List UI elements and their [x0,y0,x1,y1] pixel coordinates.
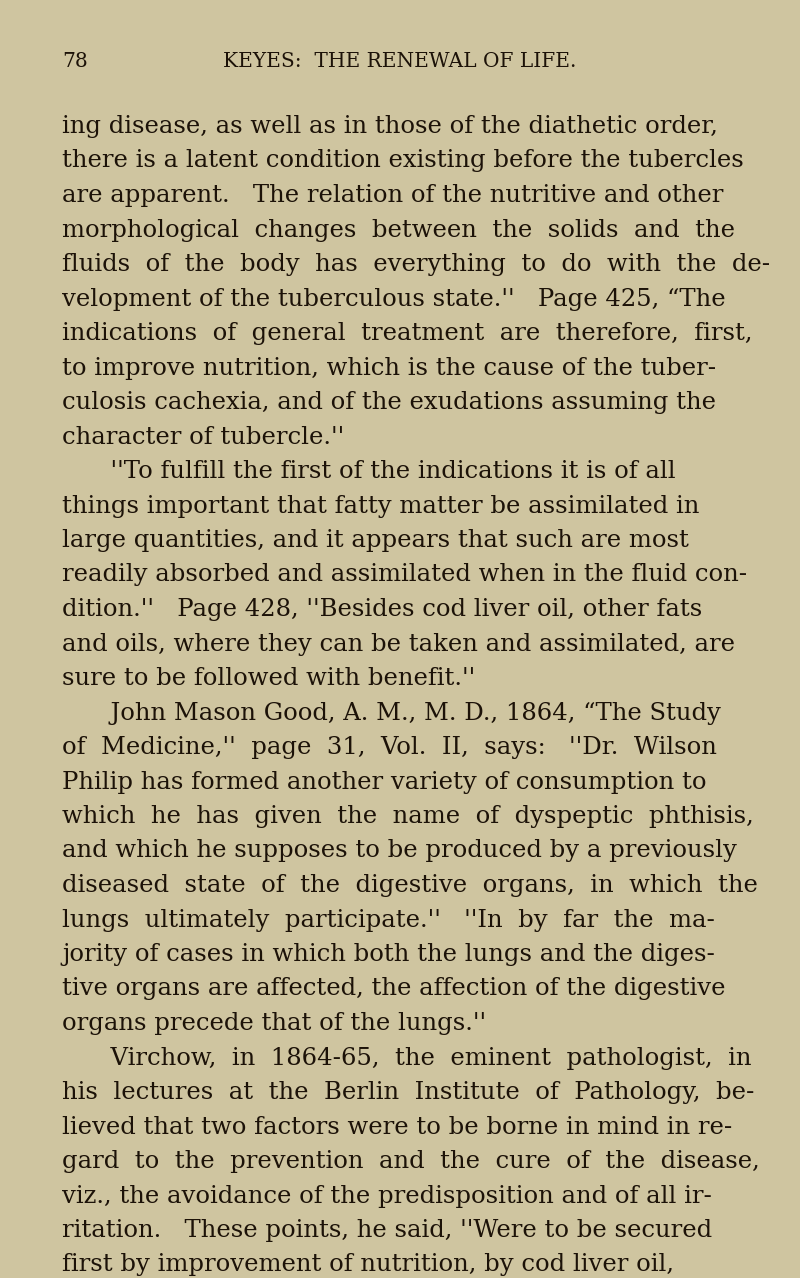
Text: there is a latent condition existing before the tubercles: there is a latent condition existing bef… [62,150,744,173]
Text: indications  of  general  treatment  are  therefore,  first,: indications of general treatment are the… [62,322,753,345]
Text: large quantities, and it appears that such are most: large quantities, and it appears that su… [62,529,689,552]
Text: velopment of the tuberculous state.''   Page 425, “The: velopment of the tuberculous state.'' Pa… [62,288,726,311]
Text: his  lectures  at  the  Berlin  Institute  of  Pathology,  be-: his lectures at the Berlin Institute of … [62,1081,754,1104]
Text: diseased  state  of  the  digestive  organs,  in  which  the: diseased state of the digestive organs, … [62,874,758,897]
Text: readily absorbed and assimilated when in the fluid con-: readily absorbed and assimilated when in… [62,564,747,587]
Text: first by improvement of nutrition, by cod liver oil,: first by improvement of nutrition, by co… [62,1254,674,1277]
Text: and oils, where they can be taken and assimilated, are: and oils, where they can be taken and as… [62,633,735,656]
Text: character of tubercle.'': character of tubercle.'' [62,426,344,449]
Text: dition.''   Page 428, ''Besides cod liver oil, other fats: dition.'' Page 428, ''Besides cod liver … [62,598,702,621]
Text: lungs  ultimately  participate.''   ''In  by  far  the  ma-: lungs ultimately participate.'' ''In by … [62,909,715,932]
Text: fluids  of  the  body  has  everything  to  do  with  the  de-: fluids of the body has everything to do … [62,253,770,276]
Text: Virchow,  in  1864-65,  the  eminent  pathologist,  in: Virchow, in 1864-65, the eminent patholo… [62,1047,751,1070]
Text: viz., the avoidance of the predisposition and of all ir-: viz., the avoidance of the predispositio… [62,1185,712,1208]
Text: ''To fulfill the first of the indications it is of all: ''To fulfill the first of the indication… [62,460,676,483]
Text: gard  to  the  prevention  and  the  cure  of  the  disease,: gard to the prevention and the cure of t… [62,1150,760,1173]
Text: and which he supposes to be produced by a previously: and which he supposes to be produced by … [62,840,737,863]
Text: John Mason Good, A. M., M. D., 1864, “The Study: John Mason Good, A. M., M. D., 1864, “Th… [62,702,721,725]
Text: culosis cachexia, and of the exudations assuming the: culosis cachexia, and of the exudations … [62,391,716,414]
Text: sure to be followed with benefit.'': sure to be followed with benefit.'' [62,667,475,690]
Text: jority of cases in which both the lungs and the diges-: jority of cases in which both the lungs … [62,943,715,966]
Text: lieved that two factors were to be borne in mind in re-: lieved that two factors were to be borne… [62,1116,732,1139]
Text: 78: 78 [62,52,88,72]
Text: organs precede that of the lungs.'': organs precede that of the lungs.'' [62,1012,486,1035]
Text: morphological  changes  between  the  solids  and  the: morphological changes between the solids… [62,219,735,242]
Text: things important that fatty matter be assimilated in: things important that fatty matter be as… [62,495,699,518]
Text: which  he  has  given  the  name  of  dyspeptic  phthisis,: which he has given the name of dyspeptic… [62,805,754,828]
Text: Philip has formed another variety of consumption to: Philip has formed another variety of con… [62,771,706,794]
Text: ritation.   These points, he said, ''Were to be secured: ritation. These points, he said, ''Were … [62,1219,712,1242]
Text: to improve nutrition, which is the cause of the tuber-: to improve nutrition, which is the cause… [62,357,716,380]
Text: ing disease, as well as in those of the diathetic order,: ing disease, as well as in those of the … [62,115,718,138]
Text: tive organs are affected, the affection of the digestive: tive organs are affected, the affection … [62,978,726,1001]
Text: KEYES:  THE RENEWAL OF LIFE.: KEYES: THE RENEWAL OF LIFE. [223,52,577,72]
Text: of  Medicine,''  page  31,  Vol.  II,  says:   ''Dr.  Wilson: of Medicine,'' page 31, Vol. II, says: '… [62,736,717,759]
Text: are apparent.   The relation of the nutritive and other: are apparent. The relation of the nutrit… [62,184,723,207]
